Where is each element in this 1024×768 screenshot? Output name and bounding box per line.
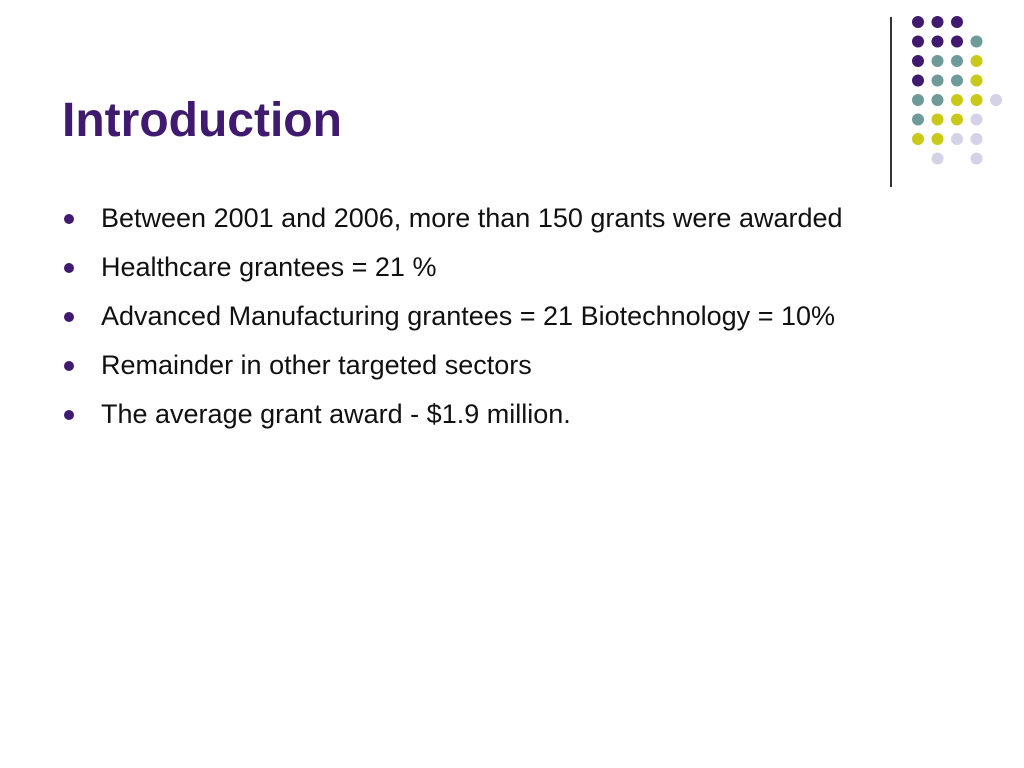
decorative-dot <box>931 16 944 28</box>
decorative-dot <box>951 35 963 48</box>
decorative-dot <box>990 94 1002 106</box>
decorative-dot <box>951 16 963 28</box>
decorative-dot <box>912 16 924 28</box>
decorative-dot <box>951 94 963 106</box>
bullet-marker <box>64 312 74 322</box>
decorative-dot <box>931 55 944 67</box>
bullet-item: Healthcare grantees = 21 % <box>64 247 964 288</box>
decorative-dot <box>912 94 924 106</box>
bullet-item: Between 2001 and 2006, more than 150 gra… <box>64 198 964 239</box>
bullet-text: The average grant award - $1.9 million. <box>101 399 571 429</box>
decorative-dot <box>970 113 983 126</box>
decorative-dot <box>931 113 944 126</box>
decorative-dot <box>931 94 944 106</box>
decorative-dot <box>951 113 963 126</box>
decorative-dot <box>970 35 983 48</box>
decorative-dot <box>912 55 924 67</box>
bullet-marker <box>64 263 74 273</box>
bullet-text: Between 2001 and 2006, more than 150 gra… <box>101 203 843 233</box>
decorative-dot <box>970 94 983 106</box>
decorative-dot <box>951 55 963 67</box>
slide-title: Introduction <box>62 94 342 147</box>
decorative-dot <box>912 113 924 126</box>
bullet-item: Remainder in other targeted sectors <box>64 345 964 386</box>
bullet-list: Between 2001 and 2006, more than 150 gra… <box>64 198 964 443</box>
bullet-text: Remainder in other targeted sectors <box>101 350 532 380</box>
decorative-dot <box>931 133 944 145</box>
decorative-dot <box>912 133 924 145</box>
decorative-dot <box>931 152 944 165</box>
bullet-text: Advanced Manufacturing grantees = 21 Bio… <box>101 301 835 331</box>
bullet-item: The average grant award - $1.9 million. <box>64 394 964 435</box>
decorative-dot <box>951 74 963 87</box>
decorative-dot <box>912 35 924 48</box>
decorative-dot <box>970 133 983 145</box>
decorative-dot <box>970 55 983 67</box>
decorative-dot <box>931 74 944 87</box>
bullet-text: Healthcare grantees = 21 % <box>101 252 437 282</box>
bullet-marker <box>64 361 74 371</box>
decorative-dot <box>951 133 963 145</box>
decorative-dot <box>912 74 924 87</box>
decorative-dot <box>970 74 983 87</box>
bullet-marker <box>64 410 74 420</box>
bullet-marker <box>64 214 74 224</box>
decorative-dot <box>931 35 944 48</box>
bullet-item: Advanced Manufacturing grantees = 21 Bio… <box>64 296 964 337</box>
title-divider-line <box>890 17 892 187</box>
decorative-dot-grid <box>912 16 1002 165</box>
decorative-dot <box>970 152 983 165</box>
